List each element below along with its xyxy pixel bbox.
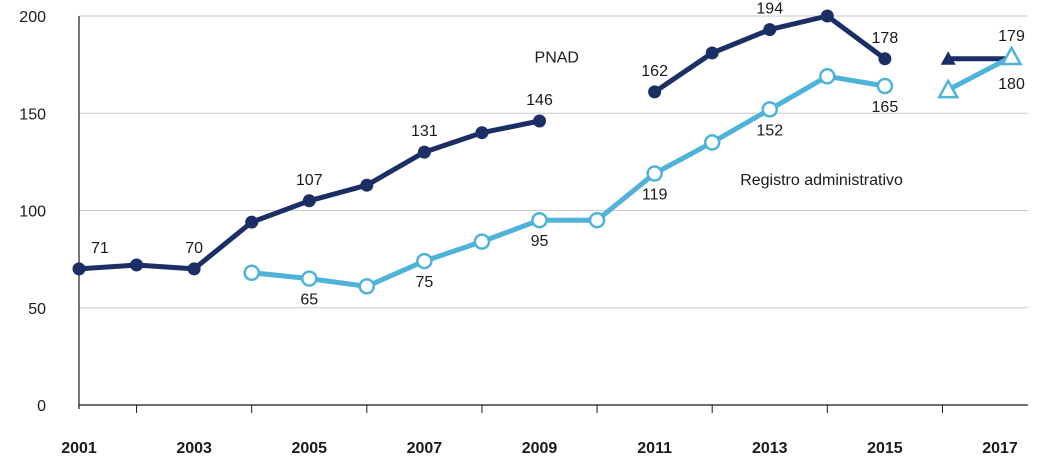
series-annotation: Registro administrativo [740,172,903,189]
data-label: 180 [998,76,1025,93]
series-line-0 [78,13,887,272]
data-point [416,252,433,270]
data-point [130,258,144,272]
x-tick-label: 2007 [407,440,443,457]
y-tick-label: 200 [19,9,46,26]
data-label: 162 [641,63,668,80]
x-tick-label: 2001 [61,440,97,457]
data-point [646,165,663,182]
data-point [302,194,316,208]
data-point [763,23,777,37]
axes: 0 50 100 150 200 2001 2003 2005 2007 2009 2011 2013… [19,9,1028,457]
x-tick-label: 2005 [291,440,327,457]
data-point [475,126,489,140]
data-point [187,262,201,276]
y-tick-label: 100 [19,204,46,221]
series-lines [72,9,1023,295]
data-labels: 71 70 107 131 146 162 194 178 179 65 75 95 119 152 165… [91,1,1025,309]
x-tick-label: 2011 [637,440,672,457]
data-point [648,85,662,99]
data-point [761,101,778,118]
data-label: 107 [296,172,323,189]
data-point [703,134,721,151]
data-point [1000,45,1023,66]
data-point [588,211,606,229]
data-point [820,9,834,23]
data-point [940,51,956,65]
data-label: 65 [300,292,318,309]
y-tick-label: 0 [37,398,46,415]
data-point [243,264,260,281]
x-tick-label: 2013 [752,440,788,457]
data-label: 165 [872,99,899,116]
series-line-2 [251,73,886,289]
data-point [876,77,894,95]
x-tick-label: 2009 [522,440,558,457]
data-point [533,114,546,128]
series-annotation: PNAD [535,50,579,67]
data-label: 95 [531,233,549,250]
data-point [360,178,374,192]
data-label: 178 [872,30,899,47]
gridlines [79,15,1028,309]
data-label: 70 [185,240,203,257]
data-point [72,262,86,276]
data-point [531,211,548,229]
data-label: 75 [415,274,433,291]
x-tick-label: 2003 [176,440,212,457]
x-tick-label: 2015 [867,440,903,457]
data-point [358,278,376,295]
data-point [937,78,960,99]
data-point [301,270,318,287]
data-point [819,68,836,85]
data-label: 131 [411,123,438,140]
data-point [878,52,892,66]
data-label: 152 [756,122,783,139]
data-point [473,233,491,250]
data-point [245,215,259,229]
data-label: 179 [998,28,1025,45]
data-point [705,46,719,60]
data-label: 194 [756,1,783,18]
y-tick-label: 50 [28,301,46,318]
series-line-3 [947,54,1013,93]
y-tick-label: 150 [19,106,46,123]
x-tick-label: 2017 [982,440,1018,457]
data-point [417,145,431,159]
data-label: 119 [642,187,668,204]
data-label: 71 [91,240,109,257]
data-label: 146 [526,92,553,109]
